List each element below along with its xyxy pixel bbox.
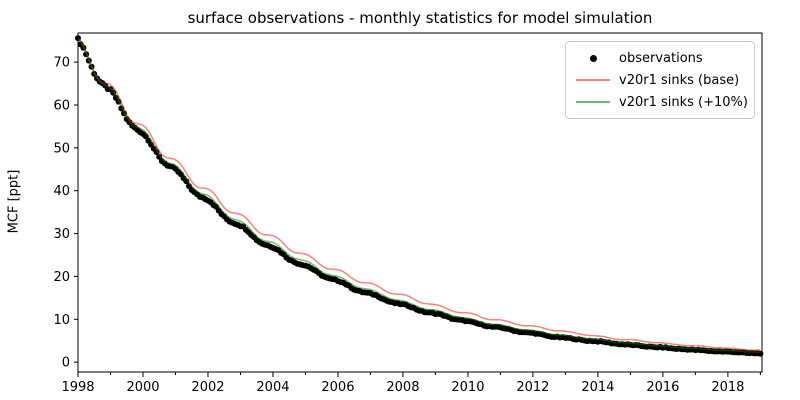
x-tick-label: 2012	[516, 380, 549, 395]
legend-entry-observations: observations	[575, 49, 744, 67]
x-tick-label: 2000	[126, 380, 159, 395]
axis-ticks: 0 10 20 30 40 50 60 70 1998 2000 2002 2004 2006 2008 2…	[53, 56, 761, 395]
x-tick-label: 2014	[581, 380, 614, 395]
x-tick-label: 1998	[61, 380, 94, 395]
x-tick-label: 2016	[646, 380, 679, 395]
chart-title: surface observations - monthly statistic…	[187, 9, 653, 27]
y-tick-label: 20	[53, 270, 70, 285]
plus10-sinks-line	[77, 38, 761, 353]
plot-spines	[77, 32, 763, 373]
x-tick-label: 2018	[711, 380, 744, 395]
observations-series	[75, 35, 764, 357]
legend: observations v20r1 sinks (base) v20r1 si…	[565, 41, 755, 119]
observations-dot-icon	[575, 54, 611, 62]
y-tick-label: 50	[53, 141, 70, 156]
observation-dot	[156, 153, 163, 160]
x-tick-label: 2010	[451, 380, 484, 395]
plus10-line-icon	[575, 101, 611, 103]
base-line-icon	[575, 79, 611, 81]
legend-label: observations	[619, 50, 703, 66]
x-tick-label: 2002	[191, 380, 224, 395]
y-tick-label: 10	[53, 313, 70, 328]
x-tick-label: 2006	[321, 380, 354, 395]
legend-entry-base-sinks: v20r1 sinks (base)	[575, 71, 744, 89]
legend-label: v20r1 sinks (+10%)	[619, 94, 748, 110]
y-tick-label: 70	[53, 56, 70, 71]
x-tick-label: 2004	[256, 380, 289, 395]
x-tick-label: 2008	[386, 380, 419, 395]
y-axis-label: MCF [ppt]	[6, 169, 22, 234]
base-sinks-line	[77, 37, 761, 352]
y-tick-label: 30	[53, 227, 70, 242]
legend-label: v20r1 sinks (base)	[619, 72, 740, 88]
data-series	[75, 35, 764, 357]
legend-entry-plus10-sinks: v20r1 sinks (+10%)	[575, 93, 748, 111]
y-tick-label: 60	[53, 99, 70, 114]
y-tick-label: 40	[53, 184, 70, 199]
y-tick-label: 0	[62, 356, 70, 371]
